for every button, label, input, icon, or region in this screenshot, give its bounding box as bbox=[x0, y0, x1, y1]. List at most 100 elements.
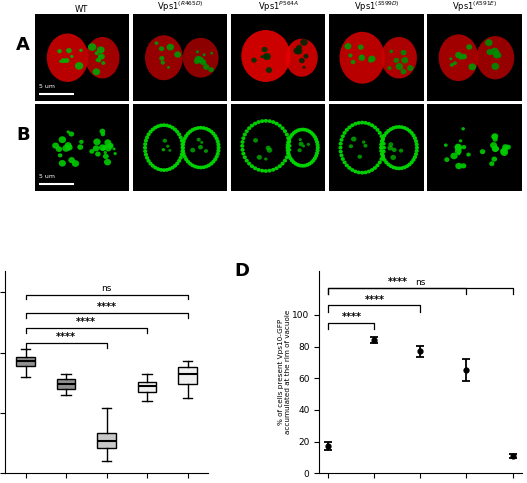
Circle shape bbox=[391, 155, 396, 160]
Circle shape bbox=[165, 124, 169, 128]
Circle shape bbox=[162, 123, 166, 127]
Circle shape bbox=[299, 142, 304, 146]
Circle shape bbox=[93, 145, 100, 151]
Circle shape bbox=[65, 142, 72, 148]
Circle shape bbox=[493, 146, 497, 149]
Circle shape bbox=[175, 130, 179, 134]
Circle shape bbox=[247, 162, 251, 166]
Circle shape bbox=[307, 143, 310, 146]
Circle shape bbox=[61, 58, 66, 63]
Circle shape bbox=[143, 142, 147, 146]
Circle shape bbox=[213, 134, 217, 138]
Circle shape bbox=[299, 58, 305, 63]
Circle shape bbox=[173, 128, 177, 131]
Circle shape bbox=[412, 158, 416, 162]
Ellipse shape bbox=[241, 30, 290, 82]
Title: Vps1$^{(K591E)}$: Vps1$^{(K591E)}$ bbox=[452, 0, 497, 14]
Circle shape bbox=[240, 148, 245, 152]
Circle shape bbox=[271, 168, 275, 171]
Circle shape bbox=[97, 46, 105, 54]
Circle shape bbox=[338, 146, 343, 150]
Circle shape bbox=[112, 147, 115, 150]
Circle shape bbox=[101, 132, 105, 136]
Circle shape bbox=[286, 136, 290, 140]
Circle shape bbox=[103, 154, 109, 159]
Circle shape bbox=[180, 139, 184, 142]
Circle shape bbox=[491, 63, 499, 70]
Circle shape bbox=[373, 126, 377, 129]
Circle shape bbox=[216, 140, 220, 143]
Ellipse shape bbox=[183, 38, 219, 78]
Circle shape bbox=[380, 138, 385, 142]
Text: D: D bbox=[234, 262, 249, 281]
Circle shape bbox=[382, 142, 386, 145]
Circle shape bbox=[204, 127, 208, 130]
Circle shape bbox=[181, 146, 185, 150]
Circle shape bbox=[104, 159, 111, 165]
Circle shape bbox=[201, 165, 206, 169]
Circle shape bbox=[444, 157, 450, 162]
Circle shape bbox=[455, 144, 462, 151]
Circle shape bbox=[307, 129, 311, 133]
Circle shape bbox=[384, 131, 388, 135]
Circle shape bbox=[101, 147, 105, 151]
Circle shape bbox=[186, 160, 190, 164]
Circle shape bbox=[177, 132, 181, 136]
Circle shape bbox=[56, 146, 62, 152]
Circle shape bbox=[159, 168, 163, 172]
Circle shape bbox=[241, 136, 246, 140]
Circle shape bbox=[287, 154, 291, 158]
Circle shape bbox=[64, 58, 70, 63]
Circle shape bbox=[79, 49, 83, 52]
Y-axis label: % of cells present Vps10-GFP
accumulated at the rim of vacuole: % of cells present Vps10-GFP accumulated… bbox=[278, 310, 291, 434]
Circle shape bbox=[77, 144, 83, 150]
Circle shape bbox=[469, 63, 476, 71]
Circle shape bbox=[314, 154, 318, 158]
Circle shape bbox=[69, 157, 75, 163]
Circle shape bbox=[313, 135, 317, 139]
Circle shape bbox=[97, 58, 101, 62]
Circle shape bbox=[154, 42, 159, 45]
Circle shape bbox=[358, 44, 364, 50]
Circle shape bbox=[253, 138, 258, 142]
Circle shape bbox=[341, 134, 345, 138]
Circle shape bbox=[271, 120, 275, 124]
Circle shape bbox=[380, 139, 384, 143]
Title: WT: WT bbox=[75, 5, 89, 14]
Circle shape bbox=[250, 124, 254, 128]
Circle shape bbox=[359, 55, 364, 59]
Circle shape bbox=[405, 164, 409, 168]
Circle shape bbox=[316, 143, 320, 147]
Circle shape bbox=[381, 136, 385, 140]
Circle shape bbox=[180, 142, 184, 146]
Circle shape bbox=[309, 131, 314, 135]
Circle shape bbox=[305, 128, 309, 132]
Circle shape bbox=[201, 126, 206, 130]
Circle shape bbox=[95, 152, 101, 156]
Circle shape bbox=[168, 167, 172, 171]
Circle shape bbox=[177, 159, 181, 163]
Circle shape bbox=[283, 129, 287, 133]
Circle shape bbox=[348, 54, 353, 57]
Circle shape bbox=[268, 119, 271, 123]
Circle shape bbox=[396, 63, 403, 70]
Circle shape bbox=[296, 128, 300, 132]
Circle shape bbox=[451, 153, 458, 159]
Circle shape bbox=[347, 126, 352, 129]
Circle shape bbox=[183, 137, 187, 141]
Circle shape bbox=[216, 149, 220, 153]
Circle shape bbox=[453, 61, 457, 65]
Circle shape bbox=[394, 58, 399, 63]
Circle shape bbox=[217, 146, 221, 150]
Circle shape bbox=[62, 145, 70, 152]
Circle shape bbox=[250, 164, 254, 168]
Circle shape bbox=[397, 125, 401, 129]
Circle shape bbox=[184, 134, 188, 138]
Circle shape bbox=[457, 153, 461, 156]
Circle shape bbox=[181, 142, 185, 146]
Circle shape bbox=[204, 165, 208, 169]
Circle shape bbox=[486, 49, 493, 55]
Text: ****: **** bbox=[96, 301, 116, 312]
Circle shape bbox=[500, 148, 507, 155]
Circle shape bbox=[69, 131, 74, 137]
